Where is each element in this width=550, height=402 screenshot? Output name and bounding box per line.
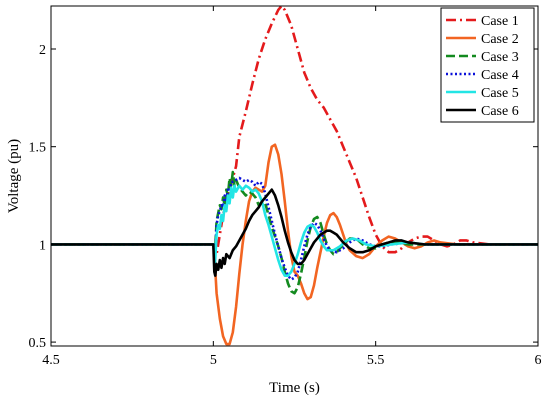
x-tick-label: 4.5 — [42, 353, 60, 368]
axis-tick-labels: 4.5 5 5.5 6 0.5 1 1.5 2 — [29, 43, 542, 368]
y-tick-label: 1.5 — [29, 141, 47, 156]
legend-label-case-5: Case 5 — [481, 86, 519, 101]
legend-label-case-2: Case 2 — [481, 32, 519, 47]
legend: Case 1 Case 2 Case 3 Case 4 Case 5 Case 6 — [440, 7, 535, 123]
series-line-case-5 — [51, 184, 538, 277]
x-tick-label: 5.5 — [367, 353, 385, 368]
y-tick-label: 0.5 — [29, 336, 47, 351]
plot-lines — [51, 4, 538, 346]
legend-label-case-6: Case 6 — [481, 104, 519, 119]
x-tick-label: 6 — [535, 353, 542, 368]
x-tick-label: 5 — [210, 353, 217, 368]
y-axis-label: Voltage (pu) — [6, 139, 22, 213]
plot-frame — [50, 5, 539, 347]
legend-label-case-1: Case 1 — [481, 14, 519, 29]
axis-ticks — [50, 6, 539, 346]
x-axis-label: Time (s) — [269, 380, 320, 396]
legend-box — [440, 7, 535, 123]
y-tick-label: 1 — [39, 238, 46, 253]
series-line-case-6 — [51, 188, 538, 277]
legend-label-case-4: Case 4 — [481, 68, 519, 83]
legend-label-case-3: Case 3 — [481, 50, 519, 65]
series-line-case-2 — [51, 143, 538, 346]
y-tick-label: 2 — [39, 43, 46, 58]
